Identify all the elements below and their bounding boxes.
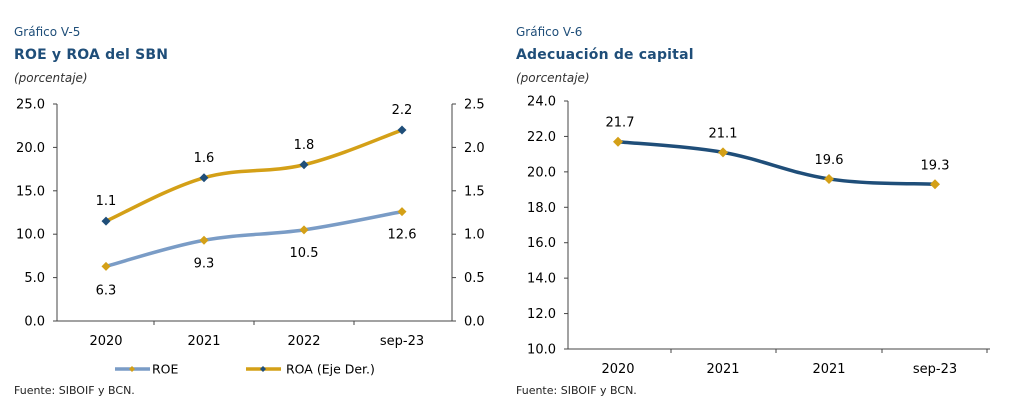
y2-tick-label: 2.0 xyxy=(464,141,485,156)
roe-data-label: 10.5 xyxy=(290,246,319,261)
legend-roa-label: ROA (Eje Der.) xyxy=(286,362,375,377)
x-tick-label: 2021 xyxy=(706,362,739,377)
capital-data-label: 19.6 xyxy=(815,153,844,168)
y2-tick-label: 1.0 xyxy=(464,228,485,243)
y-tick-label: 18.0 xyxy=(527,201,556,216)
y-tick-label: 22.0 xyxy=(527,130,556,145)
capital-data-label: 19.3 xyxy=(921,158,950,173)
chart-panel-roe-roa: Gráfico V-5 ROE y ROA del SBN (porcentaj… xyxy=(0,0,505,414)
y-tick-label: 20.0 xyxy=(527,165,556,180)
roe-data-label: 9.3 xyxy=(194,256,215,271)
y2-tick-label: 0.5 xyxy=(464,271,485,286)
y2-tick-label: 0.0 xyxy=(464,315,485,330)
y2-tick-label: 1.5 xyxy=(464,184,485,199)
x-tick-label: 2021 xyxy=(812,362,845,377)
y-tick-label: 15.0 xyxy=(16,184,45,199)
chart-title: ROE y ROA del SBN xyxy=(14,47,169,63)
capital-data-label: 21.7 xyxy=(606,116,635,131)
roe-roa-chart: 0.0 5.0 10.0 15.0 20.0 25.0 0.0 0.5 1.0 1.5 2.0 2.5… xyxy=(16,98,485,377)
figure-number: Gráfico V-6 xyxy=(516,25,583,39)
capital-point xyxy=(824,173,834,184)
capital-adequacy-chart: 10.0 12.0 14.0 16.0 18.0 20.0 22.0 24.0 2020 2021… xyxy=(527,95,990,377)
capital-data-label: 21.1 xyxy=(709,126,738,141)
chart-title: Adecuación de capital xyxy=(516,47,694,63)
roe-point xyxy=(397,207,407,217)
roa-point xyxy=(101,216,111,226)
x-tick-label: 2020 xyxy=(89,334,122,349)
legend-roe-marker xyxy=(129,366,135,372)
roa-data-label: 1.1 xyxy=(96,194,117,209)
chart-unit: (porcentaje) xyxy=(516,71,590,85)
y-tick-label: 10.0 xyxy=(16,228,45,243)
roe-point xyxy=(199,235,209,245)
x-tick-label: 2022 xyxy=(287,334,320,349)
y-tick-label: 10.0 xyxy=(527,343,556,358)
roe-data-label: 12.6 xyxy=(388,228,417,243)
legend-roe-label: ROE xyxy=(152,362,179,377)
x-tick-label: 2020 xyxy=(601,362,634,377)
y-tick-label: 0.0 xyxy=(24,315,45,330)
capital-point xyxy=(718,147,728,158)
chart-source: Fuente: SIBOIF y BCN. xyxy=(516,384,637,397)
roa-data-label: 1.6 xyxy=(194,151,215,166)
capital-point xyxy=(930,179,940,190)
y2-tick-label: 2.5 xyxy=(464,98,485,113)
roe-point xyxy=(101,261,111,271)
x-tick-label: sep-23 xyxy=(380,334,424,349)
roa-data-label: 2.2 xyxy=(392,103,413,118)
roa-point xyxy=(299,160,309,170)
roa-line xyxy=(104,128,404,223)
roa-data-label: 1.8 xyxy=(294,138,315,153)
roa-point xyxy=(199,173,209,183)
roe-data-label: 6.3 xyxy=(96,283,117,298)
x-tick-label: sep-23 xyxy=(913,362,957,377)
y-tick-label: 5.0 xyxy=(24,271,45,286)
chart-source: Fuente: SIBOIF y BCN. xyxy=(14,384,135,397)
chart-panel-capital: Gráfico V-6 Adecuación de capital (porce… xyxy=(505,0,1021,414)
y-tick-label: 16.0 xyxy=(527,236,556,251)
y-tick-label: 24.0 xyxy=(527,95,556,110)
capital-point xyxy=(613,136,623,147)
y-tick-label: 25.0 xyxy=(16,98,45,113)
x-tick-label: 2021 xyxy=(187,334,220,349)
chart-unit: (porcentaje) xyxy=(14,71,88,85)
roa-point xyxy=(397,125,407,135)
figure-number: Gráfico V-5 xyxy=(14,25,81,39)
roe-point xyxy=(299,225,309,235)
y-tick-label: 12.0 xyxy=(527,307,556,322)
legend-roa-marker xyxy=(260,366,266,372)
capital-line xyxy=(616,139,937,187)
roe-line xyxy=(104,209,404,269)
y-tick-label: 14.0 xyxy=(527,272,556,287)
y-tick-label: 20.0 xyxy=(16,141,45,156)
